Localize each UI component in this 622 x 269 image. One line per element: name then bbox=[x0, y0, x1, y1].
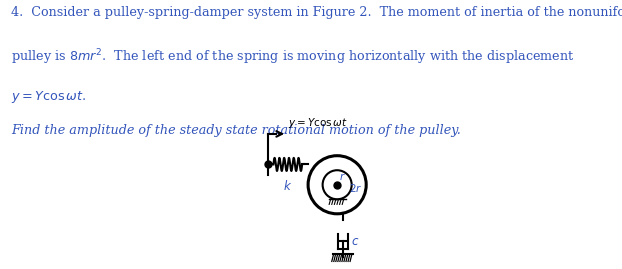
Text: Find the amplitude of the steady state rotational motion of the pulley.: Find the amplitude of the steady state r… bbox=[11, 124, 461, 137]
Text: 4.  Consider a pulley-spring-damper system in Figure 2.  The moment of inertia o: 4. Consider a pulley-spring-damper syste… bbox=[11, 6, 622, 19]
Text: $r$: $r$ bbox=[340, 171, 346, 182]
Text: pulley is $8mr^2$.  The left end of the spring is moving horizontally with the d: pulley is $8mr^2$. The left end of the s… bbox=[11, 48, 575, 67]
Text: $c$: $c$ bbox=[351, 235, 360, 248]
Text: $y = Y\cos\omega t$.: $y = Y\cos\omega t$. bbox=[11, 89, 86, 105]
Text: $k$: $k$ bbox=[283, 179, 292, 193]
Text: $2r$: $2r$ bbox=[350, 182, 363, 194]
Text: $y=Y\cos\omega t$: $y=Y\cos\omega t$ bbox=[288, 116, 348, 130]
